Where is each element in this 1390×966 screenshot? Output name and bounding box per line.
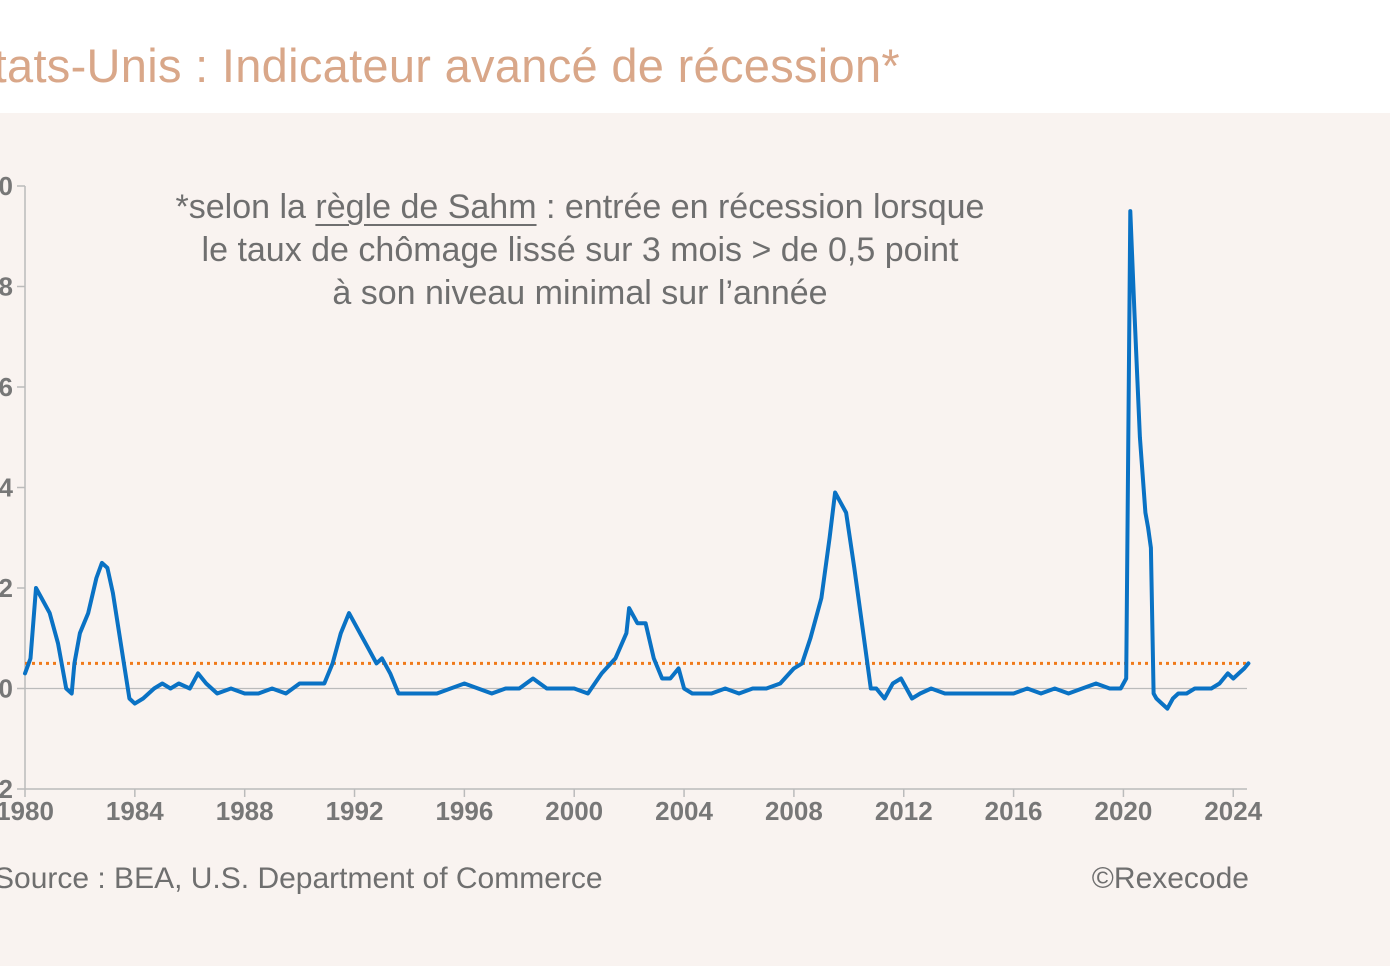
note-line3: à son niveau minimal sur l’année xyxy=(332,274,828,312)
y-tick-label: 0,2 xyxy=(0,573,13,603)
x-tick-label: 1980 xyxy=(0,796,54,826)
source-text: Source : BEA, U.S. Department of Commerc… xyxy=(0,862,603,895)
y-tick-label: 0,8 xyxy=(0,272,13,302)
x-tick-label: 1984 xyxy=(106,796,164,826)
x-tick-label: 2004 xyxy=(655,796,713,826)
x-tick-label: 1988 xyxy=(216,796,274,826)
copyright-text: ©Rexecode xyxy=(1091,862,1249,895)
x-tick-label: 2024 xyxy=(1204,796,1262,826)
note-line1-rest: : entrée en récession lorsque xyxy=(536,188,985,226)
note-prefix: *selon la xyxy=(175,188,316,226)
x-tick-label: 2020 xyxy=(1095,796,1153,826)
chart-title: Etats-Unis : Indicateur avancé de récess… xyxy=(0,39,901,92)
y-tick-label: -0,2 xyxy=(0,774,13,804)
x-tick-label: 1992 xyxy=(326,796,384,826)
note-link-sahm-rule[interactable]: règle de Sahm xyxy=(315,188,537,226)
x-tick-label: 1996 xyxy=(435,796,493,826)
x-tick-label: 2016 xyxy=(985,796,1043,826)
chart-panel xyxy=(0,113,1390,966)
x-tick-label: 2000 xyxy=(545,796,603,826)
y-tick-label: 0,6 xyxy=(0,372,13,402)
y-tick-label: 1,0 xyxy=(0,171,13,201)
y-tick-label: 0,0 xyxy=(0,674,13,704)
series-line xyxy=(23,209,1251,711)
x-tick-label: 2008 xyxy=(765,796,823,826)
chart-annotation: *selon la règle de Sahm : entrée en réce… xyxy=(110,186,1050,315)
series-group xyxy=(23,209,1251,711)
x-tick-label: 2012 xyxy=(875,796,933,826)
note-line2: le taux de chômage lissé sur 3 mois > de… xyxy=(201,231,959,269)
y-tick-label: 0,4 xyxy=(0,473,14,503)
